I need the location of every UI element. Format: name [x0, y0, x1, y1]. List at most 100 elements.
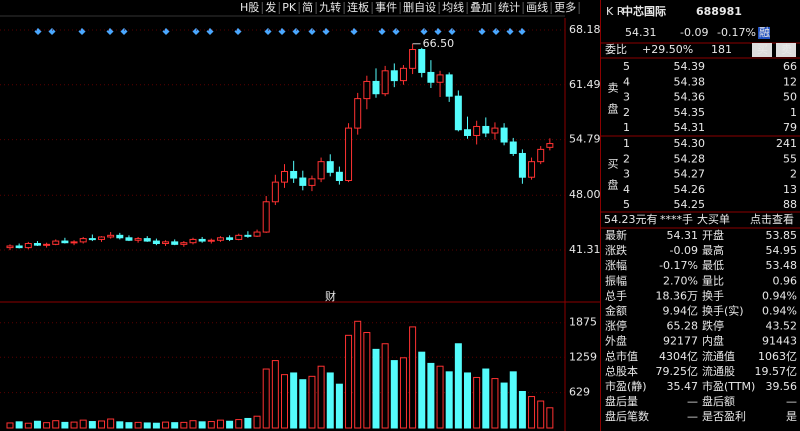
stat-label: 总股本 — [605, 364, 638, 378]
volume-bar — [207, 421, 215, 429]
volume-bar — [445, 371, 453, 429]
volume-bar — [363, 332, 371, 429]
book-level: 3 — [623, 91, 630, 104]
volume-bar — [436, 365, 444, 429]
volume-bar — [125, 422, 133, 429]
big-order-type: 大买单 — [697, 212, 730, 226]
candle-body — [464, 129, 471, 136]
book-volume: 12 — [783, 75, 797, 88]
toolbar-button[interactable]: 简 — [302, 0, 313, 14]
book-level: 1 — [623, 121, 630, 134]
ratio: +29.50% — [642, 43, 693, 56]
stat-value: 54.95 — [766, 244, 798, 257]
stat-label: 盘后量 — [605, 394, 638, 408]
candle-body — [518, 152, 526, 178]
volume-tick-label: 1259 — [569, 350, 597, 363]
book-level: 1 — [623, 137, 630, 150]
toolbar-button[interactable]: PK — [282, 1, 297, 14]
volume-bar — [290, 372, 298, 429]
volume-bar — [473, 376, 481, 429]
stat-label: 盘后笔数 — [605, 409, 649, 423]
candle-body — [189, 238, 197, 244]
candle-body — [335, 171, 343, 181]
event-diamond[interactable] — [492, 27, 500, 36]
candle-body — [207, 239, 215, 242]
event-marker[interactable]: 财 — [325, 289, 336, 303]
volume-bar — [308, 375, 316, 429]
stat-value: -0.09 — [670, 244, 698, 257]
candle-body — [509, 141, 517, 154]
candle-body — [326, 161, 334, 173]
event-diamond[interactable] — [392, 27, 400, 36]
toolbar-button[interactable]: 发 — [265, 0, 276, 14]
volume-bar — [372, 348, 380, 429]
volume-tick-label: 1875 — [569, 316, 597, 329]
stock-code: 688981 — [696, 5, 742, 18]
stat-label: 金额 — [605, 304, 627, 318]
stat-value: 19.57亿 — [755, 365, 798, 378]
event-diamond[interactable] — [448, 27, 456, 36]
candle-body — [409, 49, 417, 69]
book-price: 54.38 — [674, 75, 706, 88]
toolbar-button[interactable]: 事件 — [375, 1, 397, 14]
event-diamond[interactable] — [192, 27, 200, 36]
volume-bar — [52, 420, 60, 429]
stat-value: 4304亿 — [659, 350, 698, 363]
toolbar-button[interactable]: 删自设 — [403, 1, 436, 14]
candle-body — [143, 238, 151, 242]
event-diamond[interactable] — [264, 27, 272, 36]
toolbar-button[interactable]: 九转 — [319, 0, 341, 14]
stat-value: 65.28 — [667, 320, 699, 333]
stat-value: 79.25亿 — [656, 365, 699, 378]
candle-body — [528, 161, 536, 178]
stat-label: 开盘 — [702, 228, 724, 242]
book-volume: 50 — [783, 91, 797, 104]
volume-bar — [381, 343, 389, 429]
sell-btn-bg[interactable] — [776, 43, 796, 57]
candle-body — [546, 143, 554, 148]
toolbar-button[interactable]: 统计 — [498, 1, 520, 14]
volume-bar — [88, 421, 96, 429]
price-pct: -0.17% — [717, 26, 756, 39]
stat-value: 92177 — [663, 335, 698, 348]
candle-body — [500, 127, 508, 143]
candle-body — [226, 237, 234, 240]
sell-button[interactable]: 卖 — [781, 43, 792, 56]
book-price: 54.30 — [674, 137, 706, 150]
toolbar-button[interactable]: 更多 — [554, 0, 576, 14]
event-diamond[interactable] — [292, 27, 300, 36]
price-tick-label: 41.31 — [569, 243, 601, 256]
candle-body — [491, 127, 499, 134]
event-diamond[interactable] — [308, 27, 316, 36]
stat-value: 53.85 — [766, 229, 798, 242]
volume-bar — [537, 400, 545, 429]
event-diamond[interactable] — [420, 27, 428, 36]
book-volume: 241 — [776, 137, 797, 150]
buy-button[interactable]: 买 — [757, 43, 768, 56]
buy-btn-bg[interactable] — [752, 43, 772, 57]
volume-bar — [152, 422, 160, 429]
volume-bar — [216, 419, 224, 429]
last-price: 54.31 — [625, 26, 657, 39]
book-price: 54.31 — [674, 121, 706, 134]
volume-bar — [482, 368, 490, 429]
volume-bar — [33, 420, 41, 429]
stat-label: 跌停 — [702, 319, 724, 333]
candle-body — [299, 177, 307, 186]
kr: K R — [606, 5, 625, 18]
book-volume: 66 — [783, 60, 797, 73]
book-level: 4 — [623, 75, 630, 88]
price-change: -0.09 — [680, 26, 708, 39]
toolbar-button[interactable]: 均线 — [442, 0, 464, 14]
volume-bar — [116, 421, 124, 429]
big-order-link[interactable]: 点击查看 — [750, 212, 794, 226]
book-volume: 1 — [790, 106, 797, 119]
toolbar-button[interactable]: 画线 — [526, 0, 548, 14]
toolbar-button[interactable]: 连板 — [347, 0, 369, 14]
volume-bar — [427, 362, 435, 429]
candle-body — [171, 241, 179, 245]
volume-bar — [491, 378, 499, 429]
toolbar-button[interactable]: H股 — [240, 1, 259, 14]
toolbar-button[interactable]: 叠加 — [470, 1, 492, 14]
volume-bar — [79, 419, 87, 429]
